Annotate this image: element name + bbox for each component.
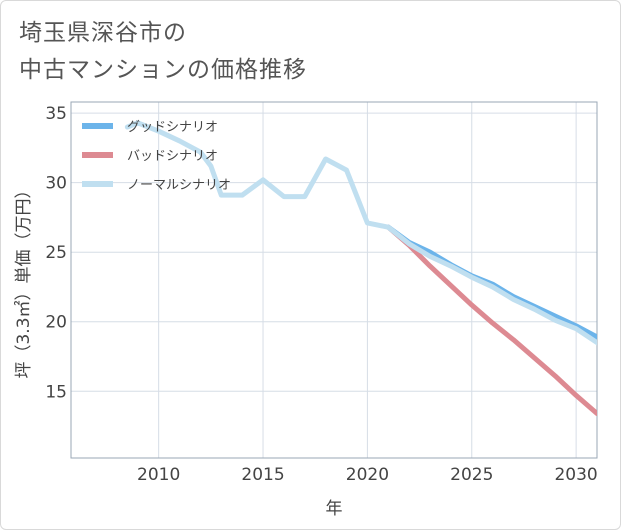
legend-label-2: バッドシナリオ xyxy=(127,149,218,164)
x-tick-label: 2020 xyxy=(346,465,389,485)
series-line-1 xyxy=(385,224,597,340)
series-line-2 xyxy=(385,224,597,416)
y-tick-label: 20 xyxy=(45,313,67,333)
chart-title-line1: 埼玉県深谷市の xyxy=(19,20,187,46)
chart-title: 埼玉県深谷市の 中古マンションの価格推移 xyxy=(19,15,307,89)
x-tick-label: 2010 xyxy=(137,465,180,485)
chart-title-line2: 中古マンションの価格推移 xyxy=(19,57,307,83)
legend-label-3: ノーマルシナリオ xyxy=(127,178,231,193)
plot-frame xyxy=(70,101,598,459)
y-axis-label: 坪（3.3㎡）単価（万円） xyxy=(14,181,34,378)
series-line-3 xyxy=(124,120,597,346)
x-tick-label: 2015 xyxy=(241,465,284,485)
x-tick-label: 2030 xyxy=(554,465,597,485)
x-tick-label: 2025 xyxy=(450,465,493,485)
series-lines xyxy=(124,120,597,416)
legend-label-1: グッドシナリオ xyxy=(127,120,218,135)
y-tick-label: 30 xyxy=(45,174,67,194)
y-tick-label: 35 xyxy=(45,104,67,124)
grid xyxy=(71,102,597,458)
y-tick-label: 15 xyxy=(45,382,67,402)
x-axis-label: 年 xyxy=(326,499,343,519)
y-tick-label: 25 xyxy=(45,243,67,263)
